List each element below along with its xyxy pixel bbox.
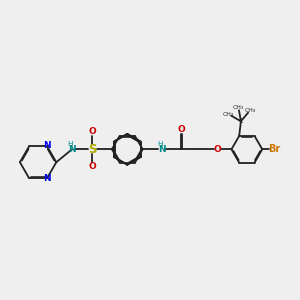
Text: O: O <box>178 125 185 134</box>
Text: Br: Br <box>268 144 280 154</box>
Text: N: N <box>44 174 51 183</box>
Text: N: N <box>44 141 51 150</box>
Text: CH₃: CH₃ <box>233 105 244 110</box>
Text: O: O <box>88 127 96 136</box>
Text: H: H <box>67 141 73 147</box>
Text: N: N <box>68 145 76 154</box>
Text: S: S <box>88 143 97 156</box>
Text: O: O <box>88 162 96 171</box>
Text: H: H <box>157 141 163 147</box>
Text: C: C <box>239 118 243 124</box>
Text: CH₃: CH₃ <box>245 108 256 113</box>
Text: N: N <box>158 145 166 154</box>
Text: CH₃: CH₃ <box>223 112 234 117</box>
Text: O: O <box>214 145 221 154</box>
